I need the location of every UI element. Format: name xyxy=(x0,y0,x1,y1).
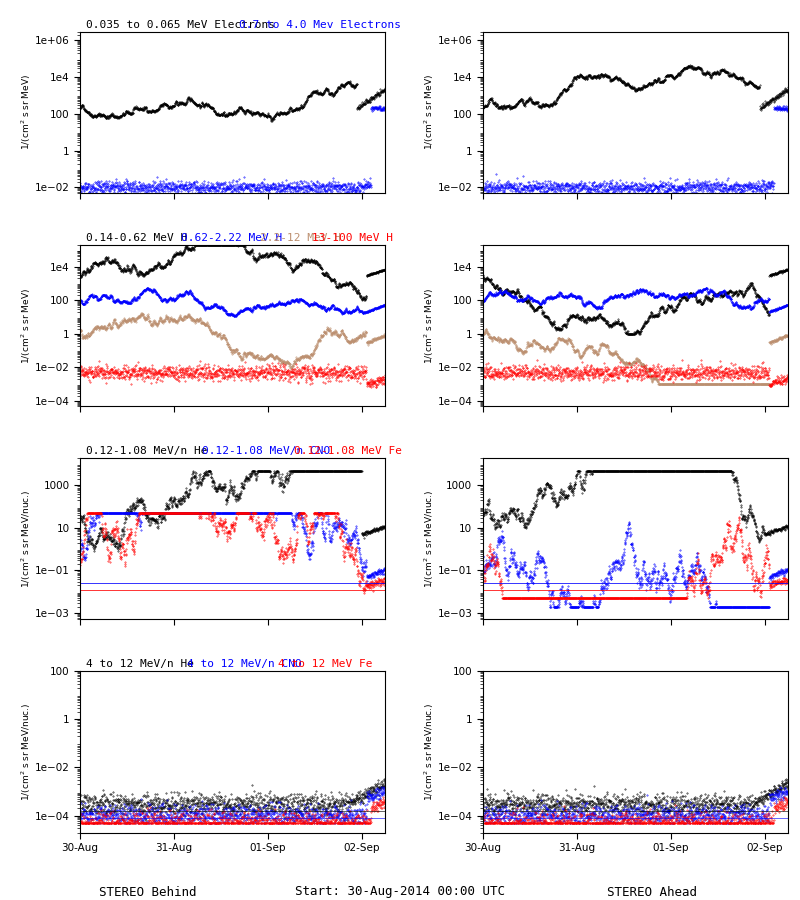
Y-axis label: 1/(cm$^2$ s sr MeV/nuc.): 1/(cm$^2$ s sr MeV/nuc.) xyxy=(422,703,436,801)
Y-axis label: 1/(cm$^2$ s sr MeV/nuc.): 1/(cm$^2$ s sr MeV/nuc.) xyxy=(20,703,34,801)
Y-axis label: 1/(cm$^2$ s sr MeV): 1/(cm$^2$ s sr MeV) xyxy=(422,74,436,150)
Text: STEREO Behind: STEREO Behind xyxy=(99,886,197,898)
Text: 0.12-1.08 MeV/n He: 0.12-1.08 MeV/n He xyxy=(86,446,208,456)
Text: 4 to 12 MeV/n He: 4 to 12 MeV/n He xyxy=(86,660,194,670)
Text: 0.12-1.08 MeV Fe: 0.12-1.08 MeV Fe xyxy=(294,446,402,456)
Y-axis label: 1/(cm$^2$ s sr MeV): 1/(cm$^2$ s sr MeV) xyxy=(422,287,436,364)
Text: 2.2-12 MeV H: 2.2-12 MeV H xyxy=(260,233,341,243)
Y-axis label: 1/(cm$^2$ s sr MeV): 1/(cm$^2$ s sr MeV) xyxy=(20,287,34,364)
Text: 13-100 MeV H: 13-100 MeV H xyxy=(312,233,393,243)
Y-axis label: 1/(cm$^2$ s sr MeV/nuc.): 1/(cm$^2$ s sr MeV/nuc.) xyxy=(422,490,436,588)
Text: 0.7 to 4.0 Mev Electrons: 0.7 to 4.0 Mev Electrons xyxy=(238,20,401,30)
Y-axis label: 1/(cm$^2$ s sr MeV): 1/(cm$^2$ s sr MeV) xyxy=(20,74,34,150)
Text: 0.12-1.08 MeV/n CNO: 0.12-1.08 MeV/n CNO xyxy=(202,446,330,456)
Y-axis label: 1/(cm$^2$ s sr MeV/nuc.): 1/(cm$^2$ s sr MeV/nuc.) xyxy=(20,490,34,588)
Text: 0.035 to 0.065 MeV Electrons: 0.035 to 0.065 MeV Electrons xyxy=(86,20,275,30)
Text: 0.62-2.22 MeV H: 0.62-2.22 MeV H xyxy=(181,233,282,243)
Text: 4 to 12 MeV Fe: 4 to 12 MeV Fe xyxy=(278,660,373,670)
Text: Start: 30-Aug-2014 00:00 UTC: Start: 30-Aug-2014 00:00 UTC xyxy=(295,886,505,898)
Text: 0.14-0.62 MeV H: 0.14-0.62 MeV H xyxy=(86,233,187,243)
Text: STEREO Ahead: STEREO Ahead xyxy=(607,886,697,898)
Text: 4 to 12 MeV/n CNO: 4 to 12 MeV/n CNO xyxy=(187,660,302,670)
